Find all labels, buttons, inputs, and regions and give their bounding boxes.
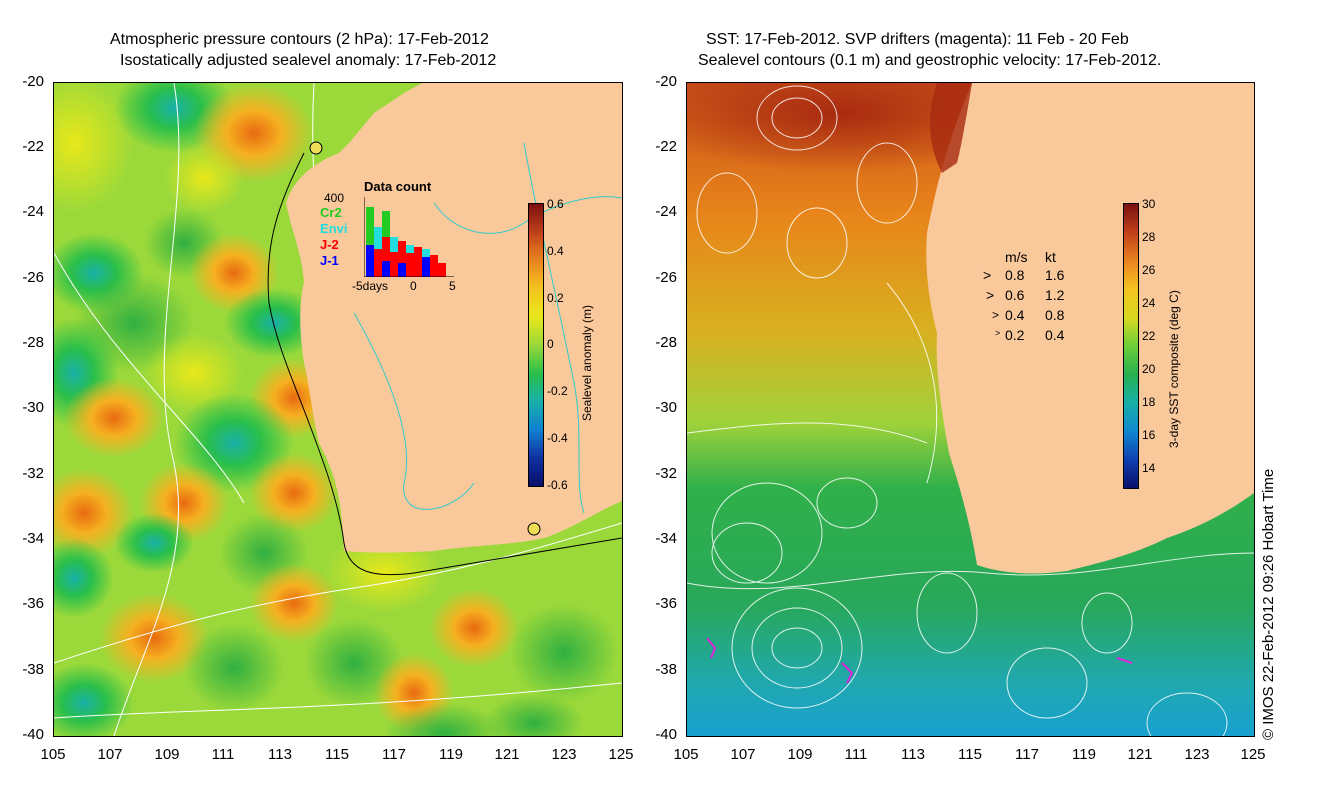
y-tick: -20 bbox=[22, 73, 44, 90]
legend-j2: J-2 bbox=[320, 237, 339, 252]
sst-cbar-tick: 22 bbox=[1142, 329, 1156, 343]
sst-map-graphic bbox=[687, 83, 1254, 736]
velocity-legend-ms: 0.4 bbox=[1005, 307, 1025, 323]
y-tick: -28 bbox=[655, 334, 677, 351]
sealevel-cbar-tick: -0.2 bbox=[547, 384, 568, 398]
x-tick: 113 bbox=[901, 746, 925, 763]
sealevel-cbar-tick: 0 bbox=[547, 337, 554, 351]
x-tick: 115 bbox=[958, 746, 982, 763]
x-tick: 123 bbox=[551, 746, 577, 763]
velocity-arrow-icon: > bbox=[992, 308, 1000, 322]
sealevel-cbar-tick: 0.6 bbox=[547, 197, 564, 211]
velocity-legend: m/s kt > 0.8 1.6 > 0.6 1.2 > 0.4 0.8 > 0… bbox=[983, 247, 1093, 357]
y-tick: -40 bbox=[655, 726, 677, 743]
x-tick: 125 bbox=[1240, 746, 1266, 763]
sealevel-cbar-tick: 0.2 bbox=[547, 291, 564, 305]
velocity-legend-header-ms: m/s bbox=[1005, 249, 1028, 265]
sst-cbar-tick: 26 bbox=[1142, 263, 1156, 277]
right-title-line1: SST: 17-Feb-2012. SVP drifters (magenta)… bbox=[706, 31, 1129, 48]
x-tick: 117 bbox=[382, 746, 406, 763]
x-tick: 123 bbox=[1184, 746, 1210, 763]
x-tick: 109 bbox=[787, 746, 813, 763]
sealevel-colorbar bbox=[528, 203, 544, 487]
y-tick: -30 bbox=[655, 399, 677, 416]
sealevel-cbar-label: Sealevel anomaly (m) bbox=[580, 304, 594, 421]
data-count-xlabel-right: 5 bbox=[449, 279, 456, 293]
data-count-ymax: 400 bbox=[324, 191, 345, 205]
y-tick: -38 bbox=[22, 661, 44, 678]
y-tick: -30 bbox=[22, 399, 44, 416]
sst-cbar-tick: 24 bbox=[1142, 296, 1156, 310]
y-tick: -34 bbox=[22, 530, 44, 547]
sst-cbar-tick: 30 bbox=[1142, 197, 1156, 211]
data-count-histogram bbox=[364, 197, 454, 277]
y-tick: -28 bbox=[22, 334, 44, 351]
data-count-title: Data count bbox=[364, 179, 432, 194]
y-tick: -24 bbox=[655, 203, 677, 220]
x-tick: 119 bbox=[439, 746, 463, 763]
data-count-inset: Data count 400 Cr2 Envi J-2 J-1 bbox=[312, 179, 462, 299]
y-tick: -26 bbox=[655, 269, 677, 286]
x-tick: 125 bbox=[608, 746, 634, 763]
x-tick: 105 bbox=[673, 746, 699, 763]
y-tick: -26 bbox=[22, 269, 44, 286]
x-tick: 109 bbox=[154, 746, 180, 763]
histogram-bars bbox=[366, 207, 446, 277]
x-tick: 115 bbox=[325, 746, 349, 763]
sst-cbar-tick: 20 bbox=[1142, 362, 1156, 376]
data-count-xlabel-left: -5days bbox=[352, 279, 389, 293]
velocity-legend-kt: 0.8 bbox=[1045, 307, 1065, 323]
sst-cbar-tick: 14 bbox=[1142, 461, 1156, 475]
x-tick: 111 bbox=[844, 746, 868, 763]
y-tick: -38 bbox=[655, 661, 677, 678]
y-tick: -36 bbox=[22, 595, 44, 612]
x-tick: 121 bbox=[1127, 746, 1153, 763]
velocity-legend-header-kt: kt bbox=[1045, 249, 1056, 265]
x-tick: 107 bbox=[730, 746, 756, 763]
x-tick: 121 bbox=[494, 746, 520, 763]
sst-cbar-label: 3-day SST composite (deg C) bbox=[1167, 290, 1181, 448]
sst-cbar-tick: 28 bbox=[1142, 230, 1156, 244]
y-tick: -24 bbox=[22, 203, 44, 220]
velocity-legend-kt: 1.6 bbox=[1045, 267, 1065, 283]
y-tick: -40 bbox=[22, 726, 44, 743]
sealevel-cbar-tick: -0.4 bbox=[547, 431, 568, 445]
sst-colorbar bbox=[1123, 203, 1139, 489]
velocity-arrow-icon: > bbox=[995, 328, 1001, 338]
velocity-legend-kt: 0.4 bbox=[1045, 327, 1065, 343]
x-tick: 111 bbox=[211, 746, 235, 763]
y-tick: -36 bbox=[655, 595, 677, 612]
left-title-line1: Atmospheric pressure contours (2 hPa): 1… bbox=[110, 31, 489, 48]
x-tick: 105 bbox=[40, 746, 66, 763]
left-title-line2: Isostatically adjusted sealevel anomaly:… bbox=[120, 52, 497, 69]
legend-cr2: Cr2 bbox=[320, 205, 342, 220]
y-tick: -22 bbox=[655, 138, 677, 155]
legend-envi: Envi bbox=[320, 221, 348, 236]
sealevel-cbar-tick: -0.6 bbox=[547, 478, 568, 492]
sst-map: m/s kt > 0.8 1.6 > 0.6 1.2 > 0.4 0.8 > 0… bbox=[686, 82, 1255, 737]
sst-cbar-tick: 16 bbox=[1142, 428, 1156, 442]
y-tick: -20 bbox=[655, 73, 677, 90]
velocity-arrow-icon: > bbox=[986, 287, 995, 303]
data-count-xlabel-mid: 0 bbox=[410, 279, 417, 293]
y-tick: -32 bbox=[22, 465, 44, 482]
y-tick: -34 bbox=[655, 530, 677, 547]
velocity-arrow-icon: > bbox=[983, 267, 992, 283]
sst-cbar-tick: 18 bbox=[1142, 395, 1156, 409]
right-title-line2: Sealevel contours (0.1 m) and geostrophi… bbox=[698, 52, 1162, 69]
x-tick: 119 bbox=[1072, 746, 1096, 763]
velocity-legend-ms: 0.8 bbox=[1005, 267, 1025, 283]
x-tick: 117 bbox=[1015, 746, 1039, 763]
x-tick: 107 bbox=[97, 746, 123, 763]
velocity-legend-ms: 0.6 bbox=[1005, 287, 1025, 303]
sealevel-cbar-tick: 0.4 bbox=[547, 244, 564, 258]
x-tick: 113 bbox=[268, 746, 292, 763]
y-tick: -32 bbox=[655, 465, 677, 482]
imos-credit: © IMOS 22-Feb-2012 09:26 Hobart Time bbox=[1260, 468, 1277, 740]
sealevel-anomaly-map: Data count 400 Cr2 Envi J-2 J-1 bbox=[53, 82, 623, 737]
y-tick: -22 bbox=[22, 138, 44, 155]
velocity-legend-ms: 0.2 bbox=[1005, 327, 1025, 343]
velocity-legend-kt: 1.2 bbox=[1045, 287, 1065, 303]
legend-j1: J-1 bbox=[320, 253, 339, 268]
